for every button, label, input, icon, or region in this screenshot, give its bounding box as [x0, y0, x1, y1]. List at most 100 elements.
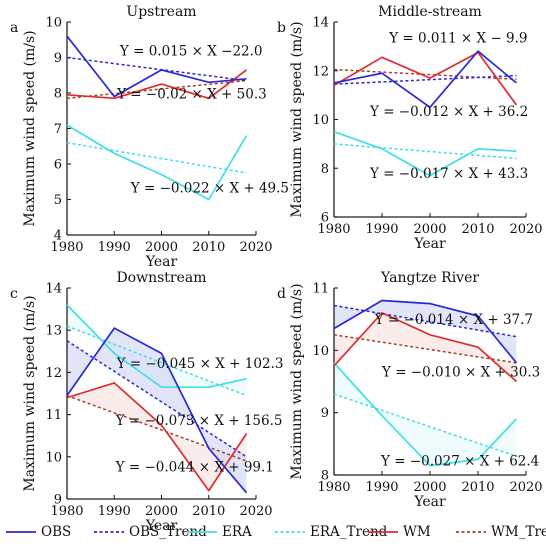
panel-letter: b	[277, 20, 286, 36]
legend-item-era: ERA	[187, 524, 252, 540]
trend-equation: Y = −0.022 × X + 49.5	[130, 180, 289, 196]
y-tick-label: 7	[54, 122, 62, 137]
series-wm	[66, 382, 248, 492]
legend-item-wm-trend: WM_Trend	[456, 524, 546, 540]
legend-label: WM	[403, 524, 431, 540]
y-axis-label: Maximum wind speed (m/s)	[22, 30, 38, 226]
trend-equation: Y = −0.073 × X + 156.5	[115, 413, 283, 429]
x-tick-label: 1990	[365, 480, 398, 495]
y-tick-label: 8	[321, 162, 329, 177]
series-wm-trend	[333, 68, 517, 81]
trend-equation: Y = −0.014 × X + 37.7	[374, 312, 533, 328]
series-obs-trend	[333, 304, 517, 338]
panel-title: Middle-stream	[378, 4, 482, 20]
y-tick-label: 10	[45, 450, 62, 465]
series-obs-trend	[333, 74, 517, 85]
y-axis-label: Maximum wind speed (m/s)	[289, 21, 305, 217]
trend-equation: Y = 0.015 × X −22.0	[119, 44, 263, 60]
series-era-trend	[66, 325, 247, 397]
x-tick-label: 2000	[145, 240, 178, 255]
x-tick-label: 2020	[509, 480, 542, 495]
x-tick-label: 1980	[317, 222, 350, 237]
x-tick-label: 2010	[192, 504, 225, 519]
series-obs	[333, 299, 518, 364]
panel-letter: c	[10, 286, 18, 302]
trend-equation: Y = −0.017 × X + 43.3	[369, 166, 528, 182]
series-era	[333, 362, 518, 467]
series-wm-trend	[66, 394, 247, 462]
series-obs	[66, 327, 248, 494]
x-tick-label: 2010	[461, 222, 494, 237]
x-tick-label: 2010	[192, 240, 225, 255]
series-wm	[66, 69, 248, 100]
y-tick-label: 4	[54, 229, 62, 244]
legend-label: ERA	[222, 524, 252, 540]
legend-item-obs: OBS	[6, 524, 71, 540]
x-tick-label: 1990	[98, 240, 131, 255]
series-era-trend	[333, 143, 517, 160]
y-tick-label: 6	[54, 158, 62, 173]
x-tick-label: 1980	[50, 240, 83, 255]
y-tick-label: 12	[312, 64, 329, 79]
x-tick-label: 2010	[461, 480, 494, 495]
y-tick-label: 8	[321, 469, 329, 484]
legend-label: WM_Trend	[491, 524, 546, 540]
y-tick-label: 12	[45, 366, 62, 381]
panel-downstream: 1980 1990 2000 2010 2020 9 10 11 12 13 14 c Downstre…	[10, 270, 283, 534]
series-wm	[333, 312, 517, 383]
trend-equation: Y = −0.045 × X + 102.3	[116, 356, 284, 372]
legend-label: OBS	[41, 524, 71, 540]
series-wm-trend	[66, 79, 247, 100]
trend-equation: Y = −0.044 × X + 99.1	[115, 460, 274, 476]
legend-label: OBS_Trend	[129, 524, 207, 540]
x-axis-label: Year	[413, 236, 446, 252]
series-obs	[66, 35, 247, 98]
y-tick-label: 5	[54, 193, 62, 208]
x-tick-label: 2020	[509, 222, 542, 237]
y-axis-label: Maximum wind speed (m/s)	[22, 295, 38, 491]
y-tick-label: 11	[45, 408, 62, 423]
y-tick-label: 9	[54, 493, 62, 508]
legend-item-wm: WM	[368, 524, 431, 540]
y-tick-label: 10	[312, 344, 329, 359]
x-axis-label: Year	[413, 494, 446, 510]
panel-letter: a	[10, 20, 18, 36]
x-tick-label: 2020	[239, 504, 272, 519]
series-obs	[333, 50, 517, 109]
panel-title: Downstream	[116, 270, 206, 286]
shade-era	[334, 362, 517, 466]
panel-title: Upstream	[126, 4, 196, 20]
panel-middle-stream: 1980 1990 2000 2010 2020 6 8 10 12 14 b Middle-stre…	[277, 4, 543, 252]
y-tick-label: 13	[45, 324, 62, 339]
panel-title: Yangtze River	[380, 270, 479, 286]
x-tick-label: 2000	[145, 504, 178, 519]
panel-yangtze-river: 1980 1990 2000 2010 2020 8 9 10 11 d Yangtze River…	[277, 270, 543, 510]
legend-label: ERA_Trend	[310, 524, 388, 540]
x-tick-label: 2020	[239, 240, 272, 255]
trend-equation: Y = −0.010 × X + 30.3	[381, 365, 540, 381]
x-tick-label: 2000	[413, 222, 446, 237]
series-era-trend	[66, 141, 247, 174]
trend-equation: Y = −0.02 × X + 50.3	[116, 86, 267, 102]
y-tick-label: 14	[312, 16, 329, 31]
trend-equation: Y = −0.027 × X + 62.4	[380, 454, 539, 470]
legend: OBS OBS_Trend ERA ERA_Trend WM WM_Trend	[6, 524, 546, 540]
y-tick-label: 9	[54, 51, 62, 66]
series-obs-trend	[66, 340, 247, 458]
shade-wm	[334, 312, 517, 382]
x-tick-label: 1990	[98, 504, 131, 519]
series-era	[66, 124, 248, 201]
trend-equation: Y = −0.012 × X + 36.2	[369, 104, 528, 120]
y-tick-label: 9	[321, 406, 329, 421]
series-obs-trend	[66, 56, 247, 82]
shade-obs	[67, 328, 247, 493]
y-tick-label: 14	[45, 282, 62, 297]
panel-upstream: 1980 1990 2000 2010 2020 4 5 6 7 8 9 10 a Upstream Yea…	[10, 4, 289, 270]
y-tick-label: 8	[54, 87, 62, 102]
trend-equation: Y = 0.011 × X − 9.9	[388, 31, 527, 47]
legend-item-era-trend: ERA_Trend	[275, 524, 388, 540]
legend-item-obs-trend: OBS_Trend	[94, 524, 207, 540]
shade-wm	[67, 382, 247, 491]
y-axis-label: Maximum wind speed (m/s)	[289, 283, 305, 479]
